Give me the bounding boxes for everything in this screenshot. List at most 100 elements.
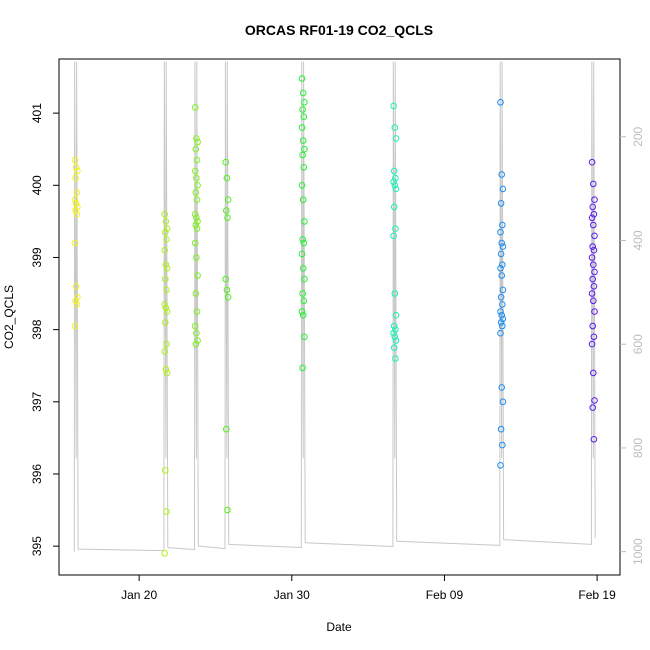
data-point — [590, 369, 597, 377]
x-tick-label: Feb 09 — [426, 588, 464, 602]
y-tick-label: 396 — [30, 464, 44, 484]
data-point — [162, 228, 169, 236]
data-point — [497, 200, 505, 207]
data-point — [161, 348, 168, 355]
data-point — [498, 239, 506, 247]
data-point — [193, 214, 200, 222]
data-point — [163, 265, 171, 272]
data-point — [591, 232, 598, 240]
data-point — [194, 337, 201, 344]
data-point — [224, 196, 232, 203]
data-point — [499, 398, 507, 406]
data-point — [392, 337, 400, 344]
chart-title: ORCAS RF01-19 CO2_QCLS — [245, 22, 433, 38]
data-point — [497, 425, 505, 433]
data-point — [300, 113, 308, 120]
data-point — [591, 268, 598, 276]
data-point — [72, 207, 79, 214]
data-point — [590, 246, 598, 254]
y2-tick-label: 400 — [631, 230, 645, 250]
data-point — [498, 311, 506, 319]
data-points — [71, 75, 598, 557]
data-point — [591, 308, 598, 315]
y2-tick-label: 200 — [631, 126, 645, 146]
data-point — [73, 189, 81, 196]
data-point — [300, 164, 308, 171]
data-point — [390, 322, 398, 330]
data-point — [74, 293, 81, 301]
data-point — [161, 550, 168, 557]
data-point — [192, 340, 200, 348]
data-point — [194, 272, 201, 279]
data-point — [162, 218, 170, 225]
data-point — [162, 304, 170, 312]
data-point — [497, 319, 505, 326]
data-point — [499, 185, 507, 193]
data-point — [191, 239, 199, 247]
data-point — [390, 232, 397, 240]
data-point — [71, 239, 79, 247]
data-point — [298, 308, 306, 315]
data-point — [163, 340, 170, 348]
data-point — [194, 218, 201, 225]
data-point — [301, 218, 308, 225]
data-point — [588, 254, 596, 261]
data-point — [224, 293, 232, 301]
data-point — [192, 221, 200, 229]
data-point — [298, 250, 306, 258]
data-point — [163, 369, 171, 377]
data-point — [390, 167, 398, 175]
data-point — [74, 167, 81, 175]
data-point — [162, 366, 170, 373]
data-point — [162, 467, 169, 474]
data-point — [299, 151, 306, 159]
data-point — [191, 167, 199, 175]
data-point — [299, 265, 307, 272]
data-point — [299, 364, 306, 372]
y2-tick-label: 1000 — [631, 538, 645, 565]
data-point — [191, 104, 199, 111]
data-point — [298, 182, 306, 189]
data-point — [590, 436, 598, 443]
data-point — [193, 156, 201, 164]
data-point — [390, 178, 397, 185]
data-point — [72, 164, 80, 171]
data-point — [192, 290, 200, 297]
data-point — [590, 180, 597, 188]
data-point — [163, 225, 171, 232]
y-tick-label: 399 — [30, 247, 44, 267]
data-point — [301, 275, 308, 283]
data-point — [163, 236, 170, 243]
data-point — [72, 200, 80, 207]
data-point — [589, 404, 597, 411]
data-point — [161, 210, 168, 218]
data-point — [590, 261, 597, 269]
data-point — [390, 102, 397, 110]
data-point — [163, 508, 170, 515]
data-point — [497, 265, 504, 272]
data-point — [299, 196, 307, 203]
data-point — [224, 214, 231, 222]
y-tick-label: 401 — [30, 103, 44, 123]
data-point — [223, 174, 231, 182]
y-axis-label: CO2_QCLS — [2, 285, 16, 349]
data-point — [497, 462, 504, 469]
y-tick-label: 398 — [30, 319, 44, 339]
data-point — [298, 124, 306, 131]
data-point — [588, 158, 596, 166]
data-point — [194, 182, 201, 189]
data-point — [499, 441, 506, 449]
data-point — [73, 301, 81, 308]
data-point — [223, 207, 230, 214]
data-point — [392, 311, 400, 319]
data-point — [194, 138, 201, 146]
x-tick-label: Feb 19 — [578, 588, 616, 602]
data-point — [498, 272, 506, 279]
data-point — [390, 344, 398, 352]
data-point — [163, 308, 171, 315]
data-point — [162, 319, 169, 326]
data-point — [191, 210, 199, 218]
y-axis: 395 396 397 398 399 400 401 — [30, 103, 59, 556]
data-point — [162, 261, 170, 269]
data-point — [192, 145, 200, 153]
